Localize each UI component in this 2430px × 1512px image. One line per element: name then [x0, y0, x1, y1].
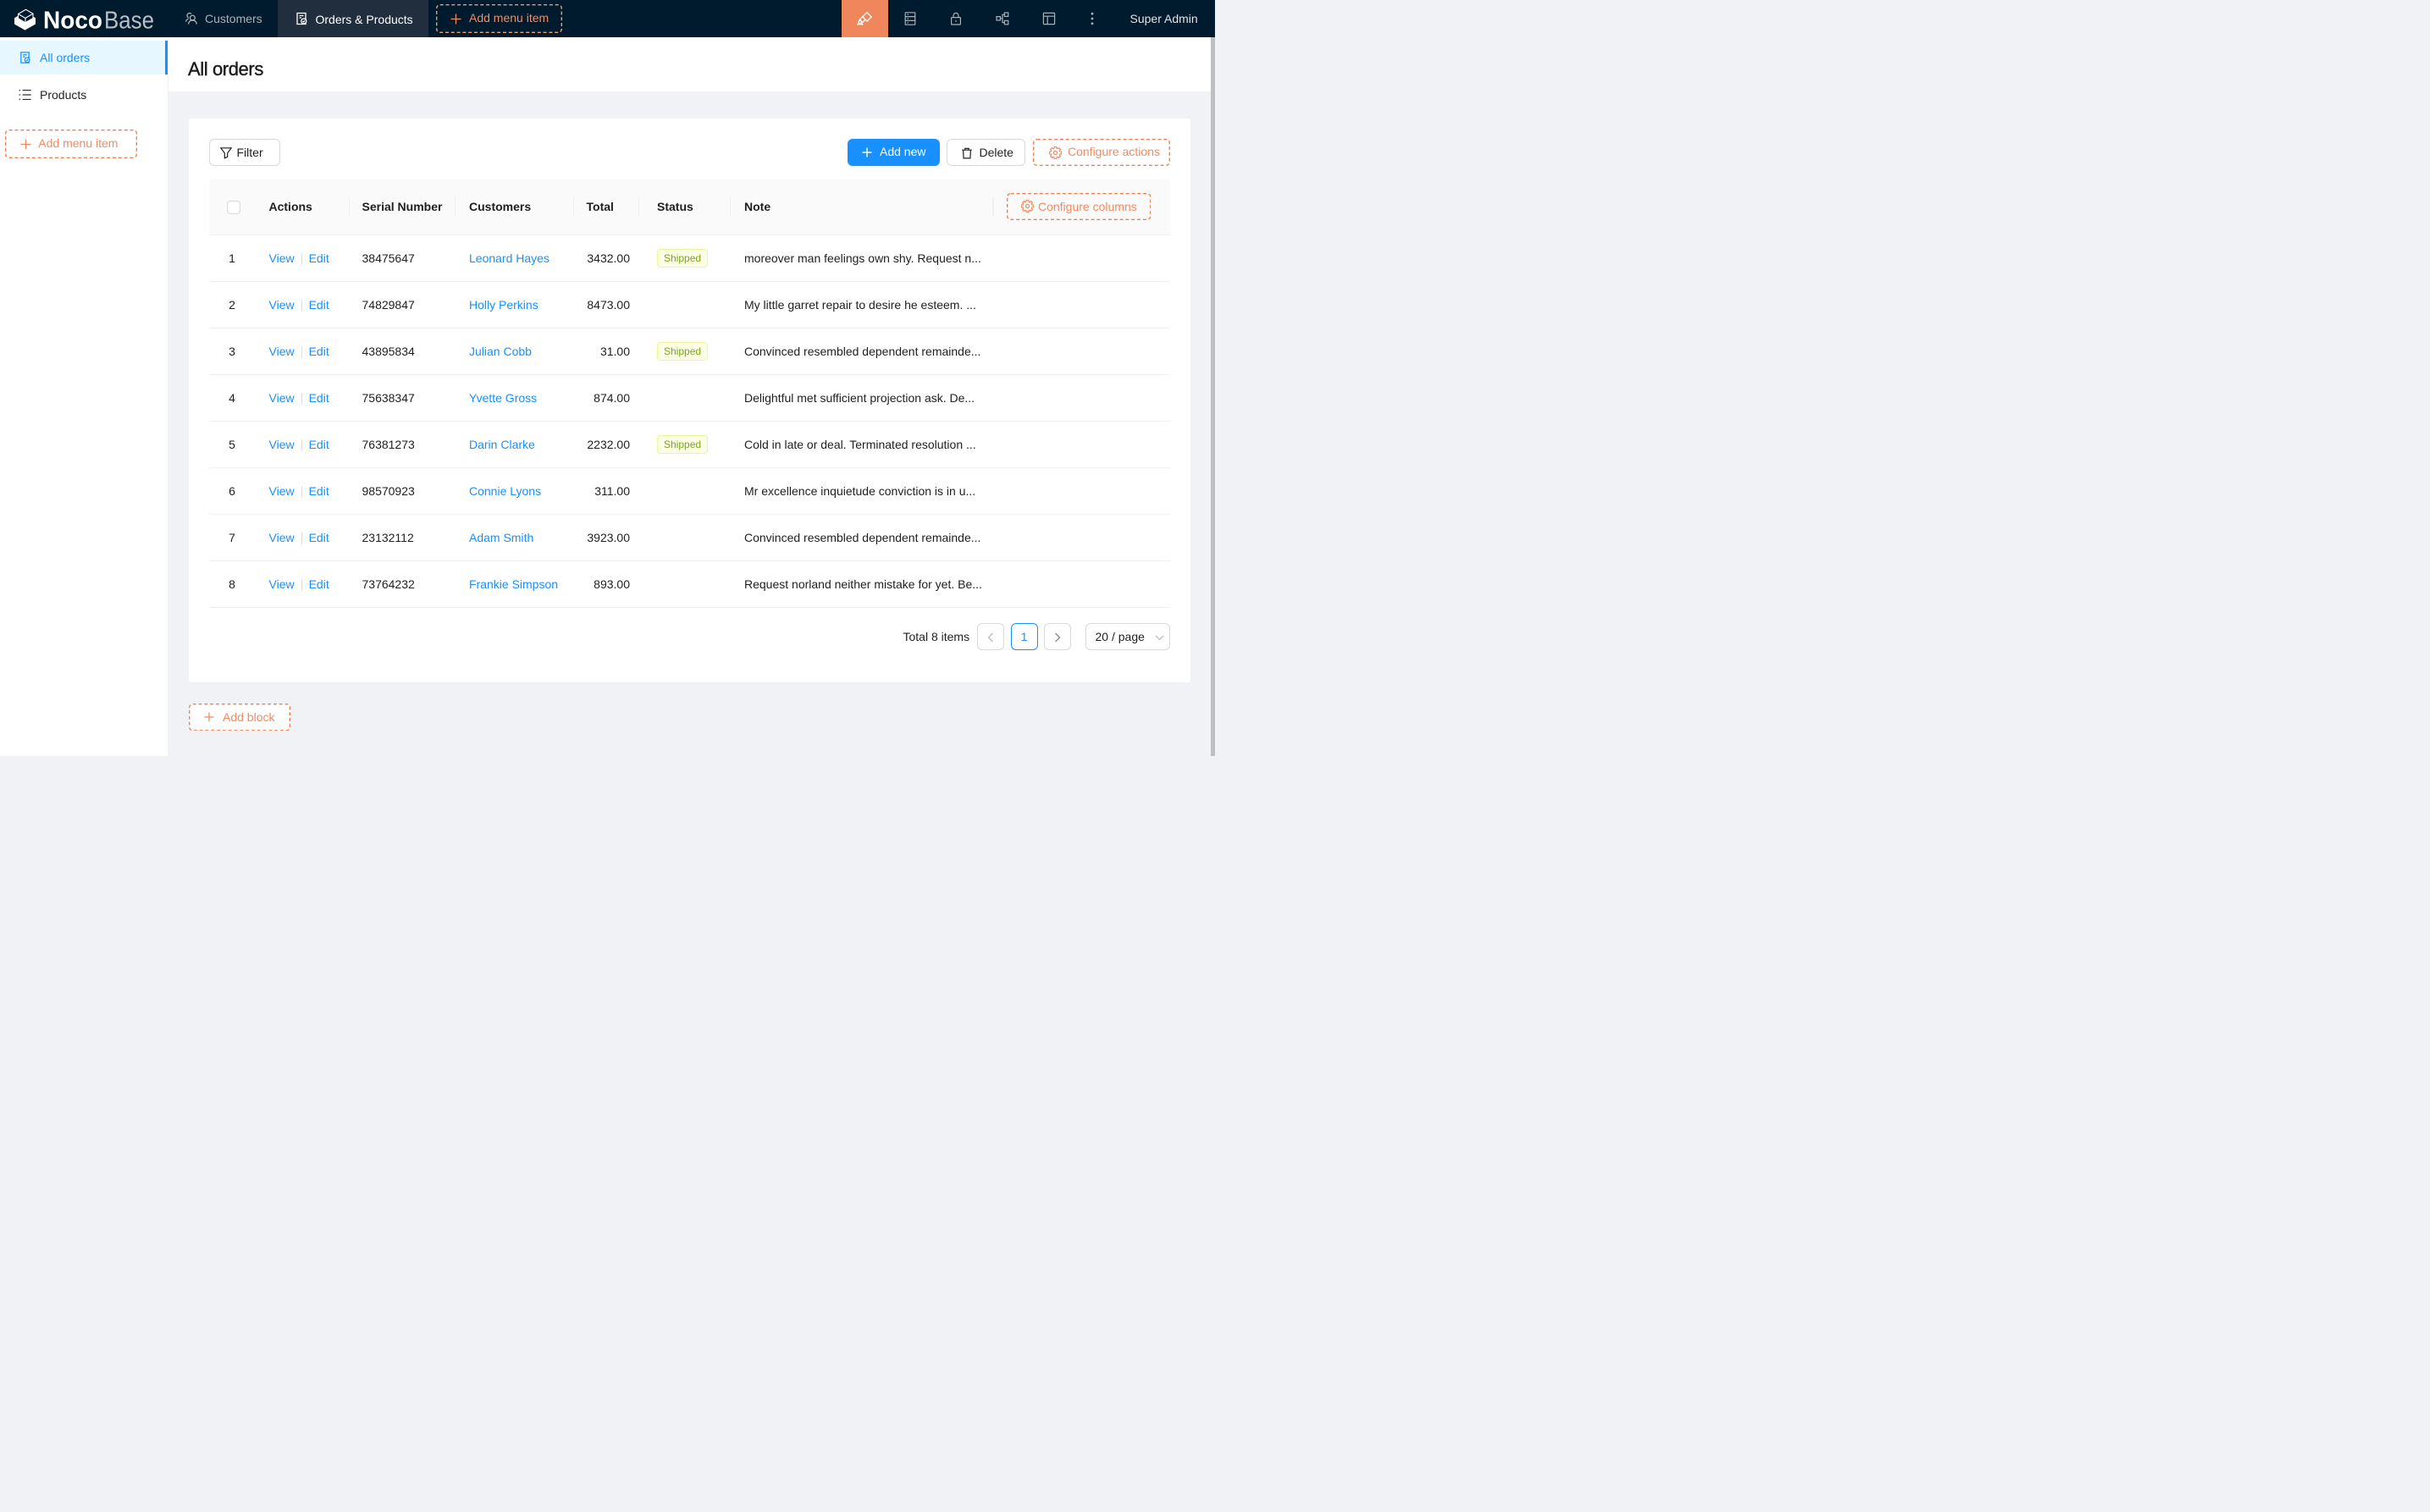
svg-text:Noco: Noco: [43, 8, 102, 33]
svg-text:Base: Base: [104, 8, 154, 33]
